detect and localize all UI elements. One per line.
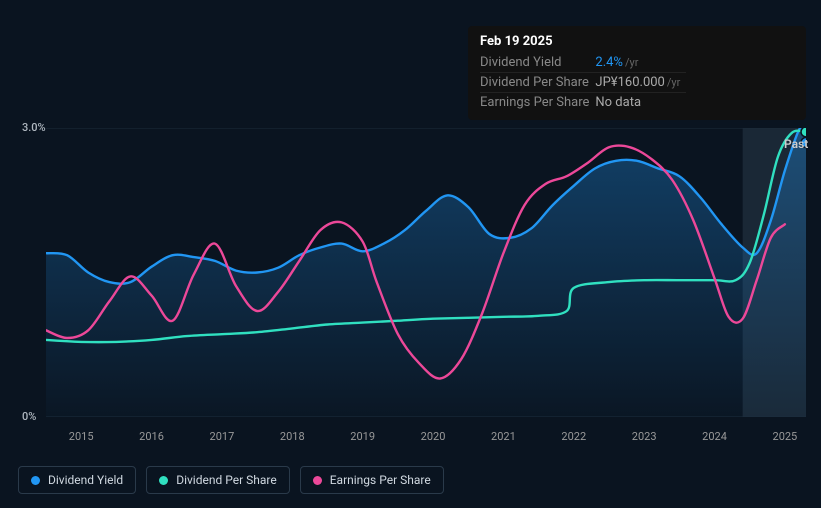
tooltip-row-label: Earnings Per Share (480, 93, 595, 113)
legend-item[interactable]: Dividend Yield (18, 466, 136, 494)
legend-item[interactable]: Dividend Per Share (146, 466, 290, 494)
tooltip-row-label: Dividend Yield (480, 53, 595, 73)
x-axis-tick: 2022 (561, 430, 586, 443)
legend-dot-icon (159, 476, 168, 485)
legend-dot-icon (313, 476, 322, 485)
y-axis-tick: 0% (22, 410, 36, 423)
x-axis-tick: 2019 (350, 430, 375, 443)
line-chart-svg (46, 128, 806, 417)
legend-label: Dividend Yield (48, 473, 123, 487)
past-label: Past (784, 137, 808, 151)
tooltip-row-value: JP¥160.000/yr (595, 73, 686, 93)
x-axis-tick: 2020 (421, 430, 446, 443)
x-axis-tick: 2017 (210, 430, 235, 443)
x-axis-tick: 2018 (280, 430, 305, 443)
x-axis-tick: 2015 (69, 430, 94, 443)
legend-label: Earnings Per Share (330, 473, 431, 487)
y-axis-tick: 3.0% (22, 121, 46, 134)
tooltip-row-label: Dividend Per Share (480, 73, 595, 93)
chart-tooltip: Feb 19 2025 Dividend Yield2.4%/yrDividen… (468, 26, 806, 120)
x-axis-tick: 2023 (632, 430, 657, 443)
tooltip-date: Feb 19 2025 (480, 34, 794, 49)
x-axis-tick: 2025 (773, 430, 798, 443)
tooltip-table: Dividend Yield2.4%/yrDividend Per ShareJ… (480, 53, 686, 112)
legend-dot-icon (31, 476, 40, 485)
x-axis-tick: 2024 (702, 430, 727, 443)
x-axis-tick: 2016 (139, 430, 164, 443)
tooltip-row-value: 2.4%/yr (595, 53, 686, 73)
x-axis-tick: 2021 (491, 430, 516, 443)
chart-legend: Dividend Yield Dividend Per Share Earnings… (18, 466, 444, 494)
legend-label: Dividend Per Share (176, 473, 277, 487)
tooltip-row-value: No data (595, 93, 686, 113)
legend-item[interactable]: Earnings Per Share (300, 466, 444, 494)
chart-plot-area (46, 128, 806, 417)
